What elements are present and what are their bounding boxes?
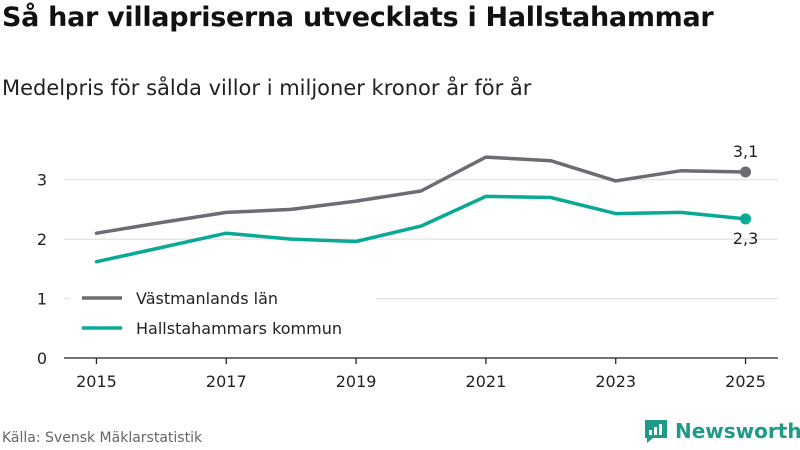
legend-label: Västmanlands län (136, 289, 278, 308)
x-tick-label: 2017 (206, 372, 247, 391)
end-point-marker-0 (740, 166, 752, 178)
source-note: Källa: Svensk Mäklarstatistik (2, 430, 203, 446)
legend-label: Hallstahammars kommun (136, 319, 342, 338)
end-value-label: 3,1 (733, 142, 758, 161)
legend-background (70, 280, 376, 344)
y-tick-label: 3 (37, 171, 47, 190)
series-line-1 (94, 194, 748, 264)
x-tick-label: 2023 (595, 372, 636, 391)
end-value-label: 2,3 (733, 229, 758, 248)
newsworthy-icon (645, 420, 667, 443)
series-line-0 (94, 155, 748, 235)
y-tick-label: 1 (37, 290, 47, 309)
newsworthy-logo[interactable]: Newsworthy (643, 418, 800, 444)
chart-subtitle: Medelpris för sålda villor i miljoner kr… (2, 76, 532, 100)
brand-name: Newsworthy (675, 419, 800, 443)
chart-title: Så har villapriserna utvecklats i Hallst… (2, 2, 714, 33)
x-tick-label: 2025 (725, 372, 766, 391)
end-point-marker-1 (740, 213, 752, 225)
y-tick-label: 2 (37, 230, 47, 249)
y-tick-label: 0 (37, 349, 47, 368)
x-tick-label: 2019 (336, 372, 377, 391)
x-tick-label: 2021 (466, 372, 507, 391)
x-tick-label: 2015 (76, 372, 117, 391)
